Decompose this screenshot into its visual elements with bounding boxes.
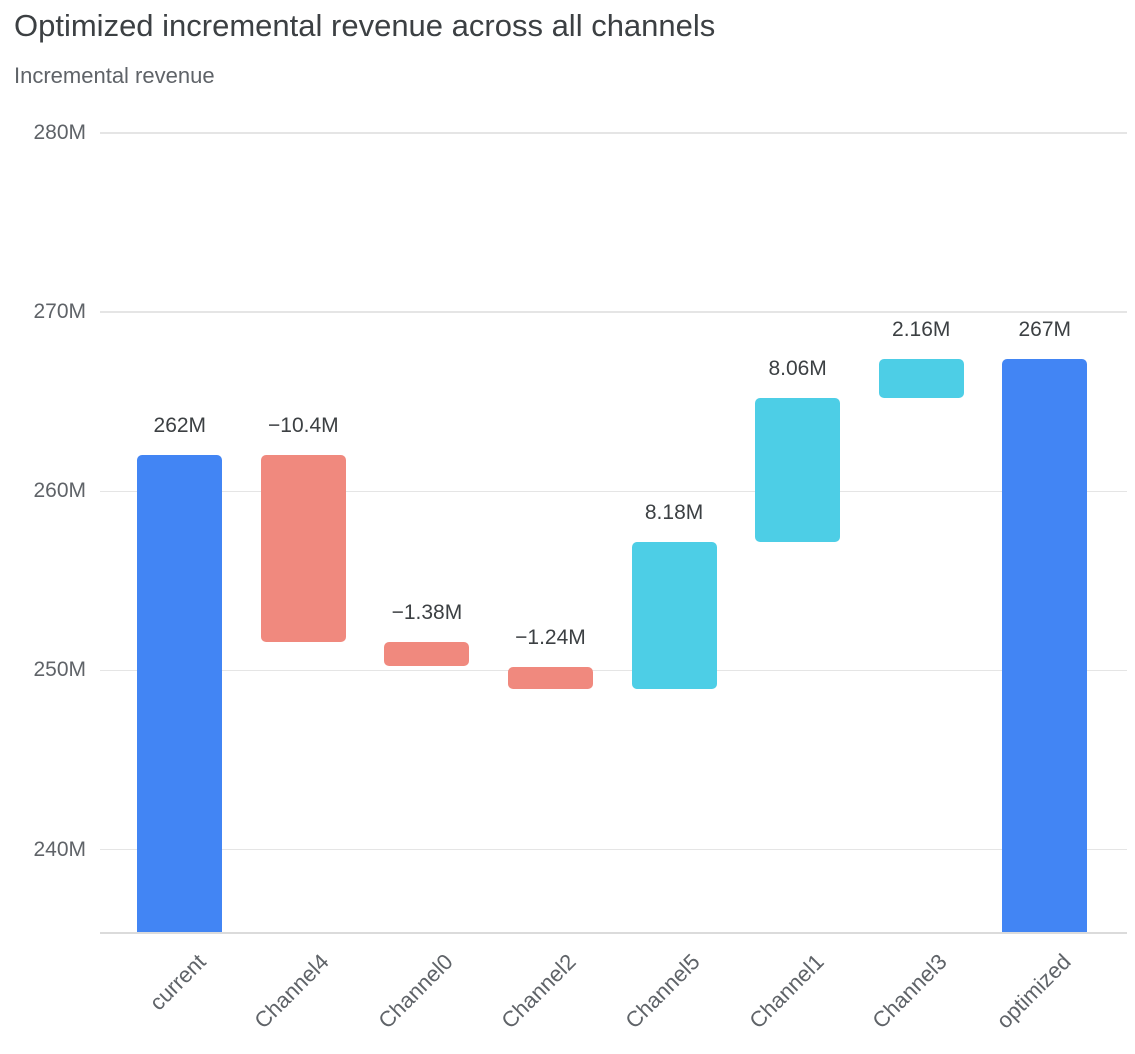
bar-value-label: 267M bbox=[1018, 318, 1072, 342]
bar-Channel4[interactable] bbox=[260, 455, 346, 642]
y-axis-tick-label: 240M bbox=[33, 837, 86, 861]
bar-Channel2[interactable] bbox=[507, 666, 593, 689]
x-axis-line bbox=[100, 932, 1127, 934]
gridline-280M bbox=[100, 132, 1127, 134]
bar-Channel5[interactable] bbox=[631, 542, 717, 689]
x-axis-label-current: current bbox=[144, 949, 211, 1016]
gridline-250M bbox=[100, 669, 1127, 672]
bar-current[interactable] bbox=[137, 455, 223, 932]
chart-title: Optimized incremental revenue across all… bbox=[14, 8, 716, 43]
y-axis-tick-label: 280M bbox=[33, 121, 86, 144]
y-axis-tick-label: 250M bbox=[33, 658, 86, 682]
gridline-270M bbox=[100, 311, 1127, 313]
y-axis-tick-label: 270M bbox=[33, 300, 86, 324]
bar-value-label: −1.38M bbox=[391, 600, 463, 624]
chart-subtitle: Incremental revenue bbox=[14, 63, 215, 88]
bar-optimized[interactable] bbox=[1002, 359, 1088, 932]
bar-Channel3[interactable] bbox=[878, 359, 964, 398]
bar-value-label: 8.18M bbox=[644, 501, 704, 525]
bar-Channel0[interactable] bbox=[384, 641, 470, 667]
y-axis-tick-label: 260M bbox=[33, 479, 86, 503]
bar-value-label: 2.16M bbox=[892, 318, 951, 342]
bar-value-label: −1.24M bbox=[515, 625, 586, 649]
bar-value-label: −10.4M bbox=[268, 414, 339, 438]
gridline-260M bbox=[100, 490, 1127, 493]
bar-Channel1[interactable] bbox=[755, 397, 841, 543]
bar-value-label: 8.06M bbox=[768, 356, 827, 380]
gridline-240M bbox=[100, 848, 1127, 851]
bar-value-label: 262M bbox=[153, 414, 207, 438]
